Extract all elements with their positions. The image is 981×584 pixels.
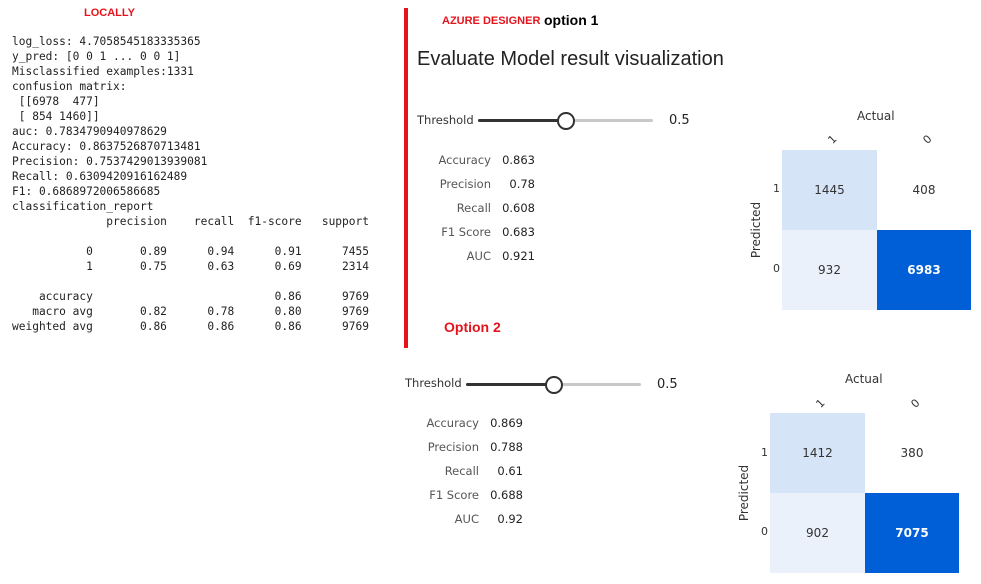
threshold-slider-fill xyxy=(466,383,554,386)
metric-value: 0.921 xyxy=(502,249,535,263)
row-label: 1 xyxy=(773,182,780,195)
console-line: confusion matrix: xyxy=(12,80,127,93)
console-line: classification_report xyxy=(12,200,154,213)
console-line: 0 0.89 0.94 0.91 7455 xyxy=(12,245,369,258)
metric-name: F1 Score xyxy=(429,488,479,502)
matrix-cell: 932 xyxy=(782,230,877,310)
console-line: [ 854 1460]] xyxy=(12,110,100,123)
col-label: 1 xyxy=(825,132,840,147)
threshold-slider[interactable] xyxy=(478,111,653,130)
matrix-cell: 1445 xyxy=(782,150,877,230)
local-console-output: log_loss: 4.7058545183335365 y_pred: [0 0… xyxy=(12,34,369,334)
console-line: Recall: 0.6309420916162489 xyxy=(12,170,188,183)
threshold-slider[interactable] xyxy=(466,375,641,394)
matrix-cell: 902 xyxy=(770,493,865,573)
metric-name: Precision xyxy=(427,440,479,454)
metric-name: AUC xyxy=(454,512,479,526)
threshold-value: 0.5 xyxy=(669,113,690,128)
metric-name: Recall xyxy=(444,464,479,478)
local-heading: LOCALLY xyxy=(84,7,135,19)
metric-value: 0.688 xyxy=(490,488,523,502)
console-line: accuracy 0.86 9769 xyxy=(12,290,369,303)
console-line: Accuracy: 0.8637526870713481 xyxy=(12,140,201,153)
row-label: 1 xyxy=(761,446,768,459)
col-label: 1 xyxy=(813,396,828,411)
console-line: macro avg 0.82 0.78 0.80 9769 xyxy=(12,305,369,318)
page-title: Evaluate Model result visualization xyxy=(417,48,724,70)
console-line: 1 0.75 0.63 0.69 2314 xyxy=(12,260,369,273)
console-line xyxy=(12,229,369,244)
threshold-label: Threshold xyxy=(405,376,462,390)
metric-name: Accuracy xyxy=(426,416,479,430)
console-line: precision recall f1-score support xyxy=(12,215,369,228)
metric-name: F1 Score xyxy=(441,225,491,239)
metric-value: 0.788 xyxy=(490,440,523,454)
threshold-slider-fill xyxy=(478,119,566,122)
metric-value: 0.869 xyxy=(490,416,523,430)
metric-name: Accuracy xyxy=(438,153,491,167)
azure-heading: AZURE DESIGNER xyxy=(442,15,541,27)
matrix-cell: 408 xyxy=(877,150,971,230)
console-line: [[6978 477] xyxy=(12,95,100,108)
threshold-label: Threshold xyxy=(417,113,474,127)
console-line: F1: 0.6868972006586685 xyxy=(12,185,161,198)
metric-name: AUC xyxy=(466,249,491,263)
matrix-cell: 7075 xyxy=(865,493,959,573)
matrix-cell: 1412 xyxy=(770,413,865,493)
row-label: 0 xyxy=(761,525,768,538)
predicted-axis-title: Predicted xyxy=(737,464,752,522)
predicted-axis-title: Predicted xyxy=(749,201,764,259)
metric-value: 0.78 xyxy=(509,177,535,191)
console-line: Precision: 0.7537429013939081 xyxy=(12,155,208,168)
console-line: weighted avg 0.86 0.86 0.86 9769 xyxy=(12,320,369,333)
actual-axis-title: Actual xyxy=(845,372,883,386)
metric-value: 0.92 xyxy=(497,512,523,526)
matrix-cell: 6983 xyxy=(877,230,971,310)
row-label: 0 xyxy=(773,262,780,275)
actual-axis-title: Actual xyxy=(857,109,895,123)
col-label: 0 xyxy=(908,396,923,411)
threshold-slider-thumb[interactable] xyxy=(557,111,575,130)
metric-value: 0.683 xyxy=(502,225,535,239)
console-line: y_pred: [0 0 1 ... 0 0 1] xyxy=(12,50,181,63)
console-line: auc: 0.7834790940978629 xyxy=(12,125,167,138)
console-line: log_loss: 4.7058545183335365 xyxy=(12,35,201,48)
option2-label: Option 2 xyxy=(444,319,501,335)
matrix-cell: 380 xyxy=(865,413,959,493)
threshold-slider-thumb[interactable] xyxy=(545,375,563,394)
metric-value: 0.863 xyxy=(502,153,535,167)
option1-label: option 1 xyxy=(544,12,599,28)
threshold-value: 0.5 xyxy=(657,377,678,392)
section-divider xyxy=(404,8,408,348)
metric-value: 0.61 xyxy=(497,464,523,478)
metric-name: Recall xyxy=(456,201,491,215)
metric-value: 0.608 xyxy=(502,201,535,215)
console-line: Misclassified examples:1331 xyxy=(12,65,194,78)
col-label: 0 xyxy=(920,132,935,147)
console-line xyxy=(12,274,369,289)
metric-name: Precision xyxy=(439,177,491,191)
